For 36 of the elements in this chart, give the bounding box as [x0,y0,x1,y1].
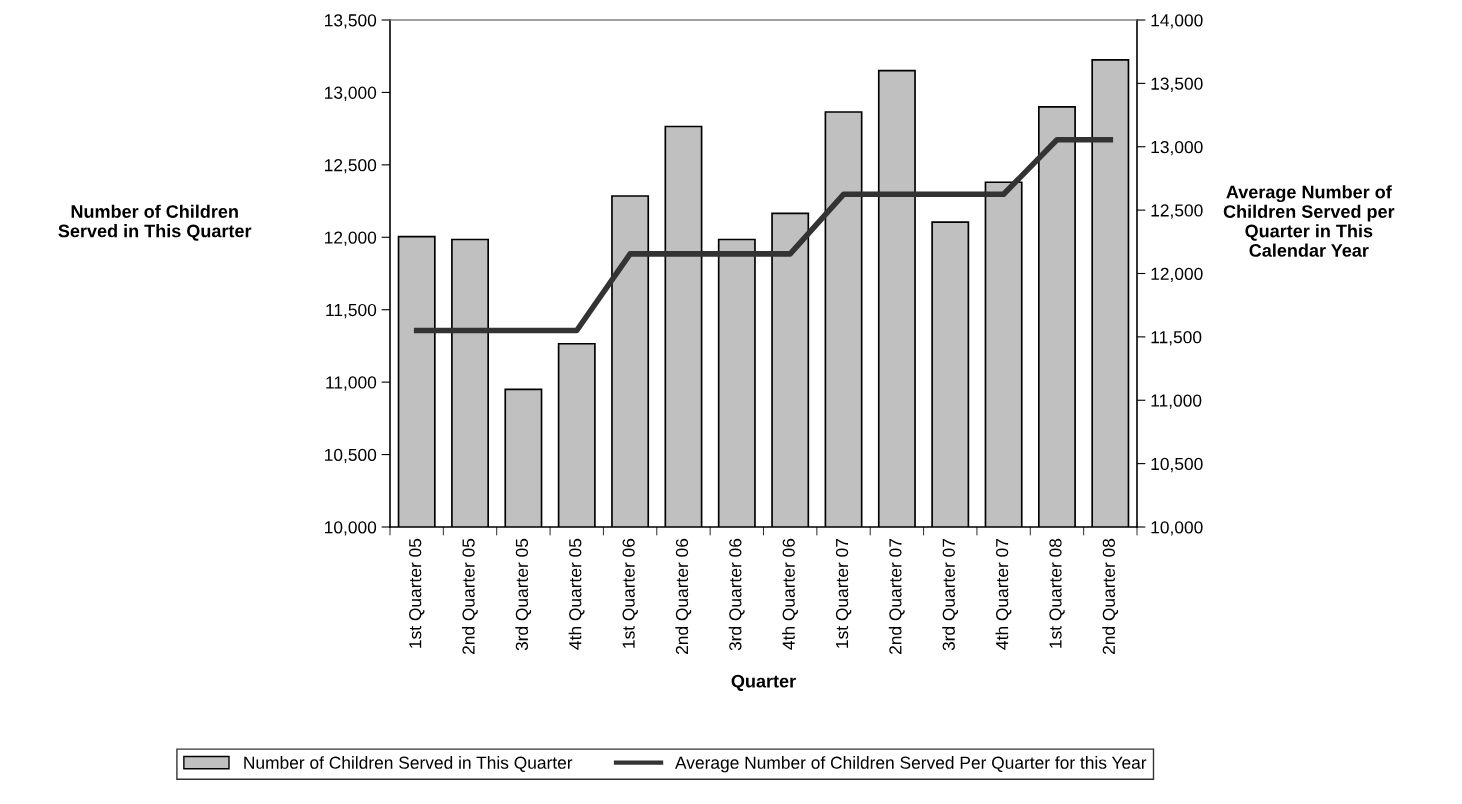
x-tick-label: 1st Quarter 05 [409,538,425,648]
y-tick-label: 12,000 [325,231,377,246]
y2-axis-title: Average Number of Children Served per Quarter in This Calendar Year [1223,185,1395,257]
y-axis-title: Number of Children Served in This Quarter [58,204,252,241]
x-tick-label: 2nd Quarter 05 [461,538,478,655]
y-tick-label: 12,500 [325,159,377,174]
y-tick-label: 11,500 [326,303,377,319]
y-tick-label: 11,000 [326,376,377,391]
y-tick-label: 13,500 [325,14,377,29]
y2-tick-label: 13,000 [1151,140,1203,156]
x-tick-label: 3rd Quarter 07 [942,538,959,651]
y-tick-label: 13,000 [325,86,377,101]
y2-tick-label: 11,000 [1151,394,1202,409]
y2-tick-label: 13,500 [1151,77,1203,92]
x-tick-label: 2nd Quarter 07 [888,538,905,655]
legend-label: Number of Children Served in This Quarter [244,756,573,772]
x-tick-label: 2nd Quarter 06 [675,538,692,655]
x-tick-label: 1st Quarter 08 [1049,538,1065,648]
y2-tick-label: 12,000 [1151,267,1203,283]
y2-tick-label: 11,500 [1151,331,1202,346]
x-tick-label: 2nd Quarter 08 [1102,538,1119,655]
x-tick-label: 4th Quarter 06 [782,538,798,650]
x-tick-label: 1st Quarter 06 [622,538,638,648]
x-tick-label: 4th Quarter 07 [995,538,1012,650]
x-tick-label: 3rd Quarter 05 [515,538,532,651]
y2-tick-label: 10,000 [1151,521,1203,536]
y2-tick-label: 14,000 [1151,14,1203,29]
x-axis-title: Quarter [731,674,796,691]
x-tick-label: 4th Quarter 05 [568,538,585,650]
y-tick-label: 10,500 [325,448,377,464]
y-tick-label: 10,000 [325,521,377,536]
y2-tick-label: 12,500 [1151,204,1203,219]
x-tick-label: 1st Quarter 07 [835,538,852,648]
x-tick-label: 3rd Quarter 06 [728,538,745,651]
y2-tick-label: 10,500 [1151,457,1203,473]
legend-label: Average Number of Children Served Per Quarter for this Year [675,756,1147,773]
